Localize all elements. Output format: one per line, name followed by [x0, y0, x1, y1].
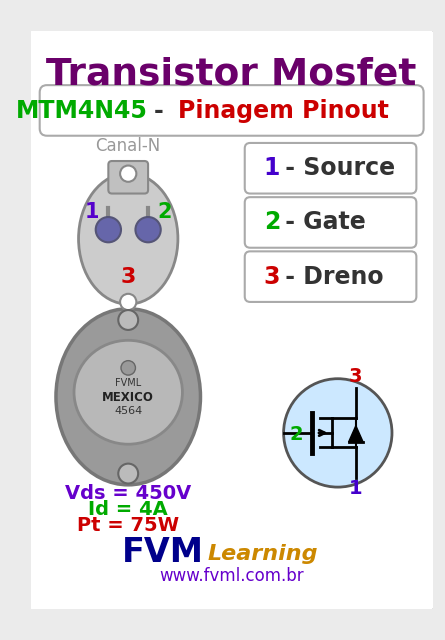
- Text: - Gate: - Gate: [277, 211, 366, 234]
- FancyBboxPatch shape: [40, 85, 424, 136]
- Text: 3: 3: [121, 267, 136, 287]
- FancyBboxPatch shape: [245, 143, 417, 193]
- Text: 2: 2: [157, 202, 172, 221]
- Ellipse shape: [56, 308, 201, 485]
- Text: Pt = 75W: Pt = 75W: [77, 516, 179, 536]
- Text: - Dreno: - Dreno: [277, 265, 384, 289]
- Text: Canal-N: Canal-N: [96, 137, 161, 155]
- Circle shape: [120, 294, 136, 310]
- Circle shape: [120, 166, 136, 182]
- Text: FVML: FVML: [115, 378, 142, 388]
- Text: MEXICO: MEXICO: [102, 391, 154, 404]
- FancyBboxPatch shape: [245, 252, 417, 302]
- Text: 4564: 4564: [114, 406, 142, 416]
- Circle shape: [121, 361, 135, 375]
- Circle shape: [118, 310, 138, 330]
- Text: Learning: Learning: [208, 544, 318, 564]
- Text: 3: 3: [349, 367, 363, 387]
- Text: FVM: FVM: [122, 536, 204, 569]
- Ellipse shape: [78, 173, 178, 304]
- FancyBboxPatch shape: [245, 197, 417, 248]
- Text: 2: 2: [263, 211, 280, 234]
- Circle shape: [118, 463, 138, 483]
- Circle shape: [135, 217, 161, 243]
- Circle shape: [96, 217, 121, 243]
- Text: 1: 1: [349, 479, 363, 499]
- Text: - Source: - Source: [277, 156, 396, 180]
- Polygon shape: [348, 426, 363, 442]
- Text: 2: 2: [290, 425, 303, 444]
- FancyBboxPatch shape: [108, 161, 148, 193]
- Text: Transistor Mosfet: Transistor Mosfet: [46, 56, 417, 92]
- Ellipse shape: [74, 340, 182, 444]
- Text: Vds = 450V: Vds = 450V: [65, 484, 191, 503]
- Text: 1: 1: [85, 202, 99, 221]
- Text: MTM4N45: MTM4N45: [16, 99, 148, 124]
- Text: Pinagem Pinout: Pinagem Pinout: [178, 99, 389, 124]
- Text: Id = 4A: Id = 4A: [89, 500, 168, 519]
- Text: www.fvml.com.br: www.fvml.com.br: [159, 566, 303, 584]
- Circle shape: [283, 379, 392, 487]
- FancyBboxPatch shape: [27, 28, 436, 612]
- Text: -: -: [154, 99, 171, 124]
- Text: 1: 1: [263, 156, 280, 180]
- Text: 3: 3: [263, 265, 280, 289]
